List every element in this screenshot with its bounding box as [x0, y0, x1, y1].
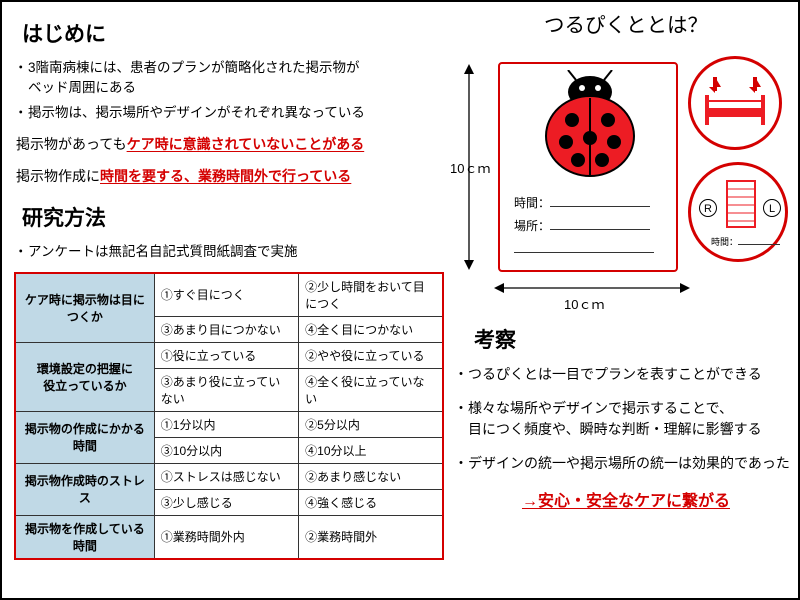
v-dim-label: 10ｃｍ — [450, 158, 490, 177]
kousatsu-section: 考察 つるぴくとは一目でプランを表すことができる 様々な場所やデザインで掲示する… — [454, 324, 798, 511]
table-cell: ①ストレスは感じない — [154, 463, 298, 489]
method-bullets: アンケートは無記名自記式質問紙調査で実施 — [14, 242, 450, 262]
ladybug-icon — [530, 70, 650, 180]
l-label: L — [763, 199, 781, 217]
table-row-header: 掲示物作成時のストレス — [15, 463, 154, 515]
field-time: 時間： — [514, 196, 550, 210]
table-cell: ①業務時間外内 — [154, 515, 298, 559]
table-cell: ②あまり感じない — [299, 463, 443, 489]
table-cell: ④10分以上 — [299, 437, 443, 463]
intro-bullet: 3階南病棟には、患者のプランが簡略化された掲示物が ベッド周囲にある — [14, 58, 450, 99]
table-cell: ①すぐ目につく — [154, 273, 298, 317]
right-column: つるぴくととは？ 10ｃｍ 時間： — [454, 8, 798, 511]
table-row-header: 環境設定の把握に 役立っているか — [15, 342, 154, 411]
card-fields: 時間： 場所： — [514, 192, 654, 260]
conclusion: →安心・安全なケアに繋がる — [454, 487, 798, 511]
kousatsu-heading: 考察 — [474, 324, 798, 354]
table-cell: ①1分以内 — [154, 411, 298, 437]
kousatsu-bullet: デザインの統一や掲示場所の統一は効果的であった — [454, 453, 798, 475]
intro-bullet: 掲示物は、掲示場所やデザインがそれぞれ異なっている — [14, 103, 450, 123]
statement-em: 時間を要する、業務時間外で行っている — [100, 168, 351, 184]
table-cell: ①役に立っている — [154, 342, 298, 368]
h-dim-label: 10ｃｍ — [564, 294, 604, 313]
table-row-header: 掲示物の作成にかかる時間 — [15, 411, 154, 463]
r-label: R — [699, 199, 717, 217]
table-cell: ④強く感じる — [299, 489, 443, 515]
statement-2: 掲示物作成に時間を要する、業務時間外で行っている — [16, 165, 450, 187]
table-cell: ②5分以内 — [299, 411, 443, 437]
kousatsu-bullet: つるぴくとは一目でプランを表すことができる — [454, 364, 798, 386]
table-cell: ②やや役に立っている — [299, 342, 443, 368]
main-card: 時間： 場所： — [498, 62, 678, 272]
table-cell: ③少し感じる — [154, 489, 298, 515]
table-row-header: 掲示物を作成している時間 — [15, 515, 154, 559]
rl-time: 時間： — [711, 235, 780, 248]
intro-heading: はじめに — [22, 18, 450, 48]
table-cell: ②業務時間外 — [299, 515, 443, 559]
left-column: はじめに 3階南病棟には、患者のプランが簡略化された掲示物が ベッド周囲にある … — [14, 12, 450, 560]
badge-bottom: R L 時間： — [688, 162, 788, 262]
method-bullet: アンケートは無記名自記式質問紙調査で実施 — [14, 242, 450, 262]
field-place: 場所： — [514, 219, 550, 233]
table-cell: ③あまり目につかない — [154, 316, 298, 342]
method-heading: 研究方法 — [22, 202, 450, 232]
table-cell: ②少し時間をおいて目につく — [299, 273, 443, 317]
statement-pre: 掲示物作成に — [16, 168, 100, 184]
bed-icon — [691, 59, 779, 147]
tsurupikuto-title: つるぴくととは？ — [454, 8, 798, 38]
statement-em: ケア時に意識されていないことがある — [127, 136, 365, 152]
survey-table: ケア時に掲示物は目につくか①すぐ目につく②少し時間をおいて目につく③あまり目につ… — [14, 272, 444, 560]
intro-bullets: 3階南病棟には、患者のプランが簡略化された掲示物が ベッド周囲にある 掲示物は、… — [14, 58, 450, 123]
badge-top — [688, 56, 782, 150]
table-cell: ③10分以内 — [154, 437, 298, 463]
kousatsu-bullets: つるぴくとは一目でプランを表すことができる 様々な場所やデザインで掲示することで… — [454, 364, 798, 475]
statement-pre: 掲示物があっても — [16, 136, 127, 152]
statement-1: 掲示物があってもケア時に意識されていないことがある — [16, 133, 450, 155]
body-icon — [721, 179, 761, 231]
table-row-header: ケア時に掲示物は目につくか — [15, 273, 154, 343]
table-cell: ④全く目につかない — [299, 316, 443, 342]
table-cell: ④全く役に立っていない — [299, 368, 443, 411]
kousatsu-bullet: 様々な場所やデザインで掲示することで、 目につく頻度や、瞬時な判断・理解に影響す… — [454, 398, 798, 441]
tsurupikuto-diagram: 10ｃｍ 時間： 場所： — [454, 42, 794, 312]
conclusion-text: 安心・安全なケアに繋がる — [538, 493, 730, 510]
table-cell: ③あまり役に立っていない — [154, 368, 298, 411]
arrow-icon: → — [522, 493, 538, 510]
